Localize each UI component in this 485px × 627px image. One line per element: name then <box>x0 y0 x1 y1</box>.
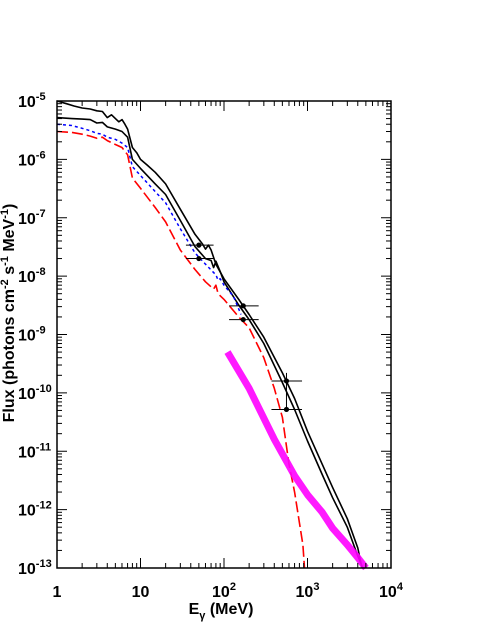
x-axis-title: Eγ (MeV) <box>189 601 254 622</box>
y-axis-title-part-e: MeV <box>1 218 18 256</box>
series-line-4 <box>56 130 306 569</box>
y-tick-label: 10-8 <box>18 266 46 286</box>
x-tick-label: 104 <box>379 581 404 601</box>
x-axis-title-sub: γ <box>199 610 206 622</box>
plot-frame <box>56 100 392 569</box>
y-axis-title-part-a: Flux (photons cm <box>1 289 18 422</box>
y-axis-title-part-d: -1 <box>0 256 11 266</box>
data-point-6 <box>271 406 303 413</box>
x-axis-title-unit: (MeV) <box>205 601 253 618</box>
x-tick-label: 103 <box>296 581 320 601</box>
y-tick-label: 10-11 <box>18 441 51 461</box>
y-tick-label: 10-9 <box>18 325 46 345</box>
y-tick-label: 10-12 <box>18 500 52 520</box>
x-tick-label: 102 <box>212 581 236 601</box>
data-point-1 <box>185 242 214 248</box>
y-axis-title-part-g: ) <box>1 204 18 209</box>
data-point-4 <box>229 316 259 323</box>
y-tick-label: 10-13 <box>18 558 52 578</box>
x-tick-label: 10 <box>132 584 150 601</box>
tick-labels: 1 10 102 103 104 10-13 10-12 10-11 10-10 10-9 10-8… <box>18 91 404 601</box>
y-axis-title-part-f: -1 <box>0 209 11 219</box>
data-point-2 <box>185 255 214 262</box>
series-line-1 <box>56 100 363 569</box>
series-line-2 <box>56 116 364 569</box>
data-point-5 <box>271 372 303 409</box>
x-axis-title-main: E <box>189 601 200 618</box>
y-axis-title: Flux (photons cm-2 s-1 MeV-1) <box>0 204 18 423</box>
series-line-5 <box>224 350 369 571</box>
series-line-3 <box>56 123 242 315</box>
x-tick-label: 1 <box>53 584 62 601</box>
y-tick-label: 10-7 <box>18 208 46 228</box>
y-tick-label: 10-6 <box>18 149 46 169</box>
y-tick-label: 10-5 <box>18 91 46 111</box>
y-axis-title-part-c: s <box>1 266 18 279</box>
data-point-3 <box>229 303 259 309</box>
series-layer <box>56 100 369 571</box>
y-axis-title-part-b: -2 <box>0 279 11 289</box>
axis-ticks <box>56 100 392 569</box>
y-tick-label: 10-10 <box>18 383 52 403</box>
data-point-layer <box>185 242 303 413</box>
